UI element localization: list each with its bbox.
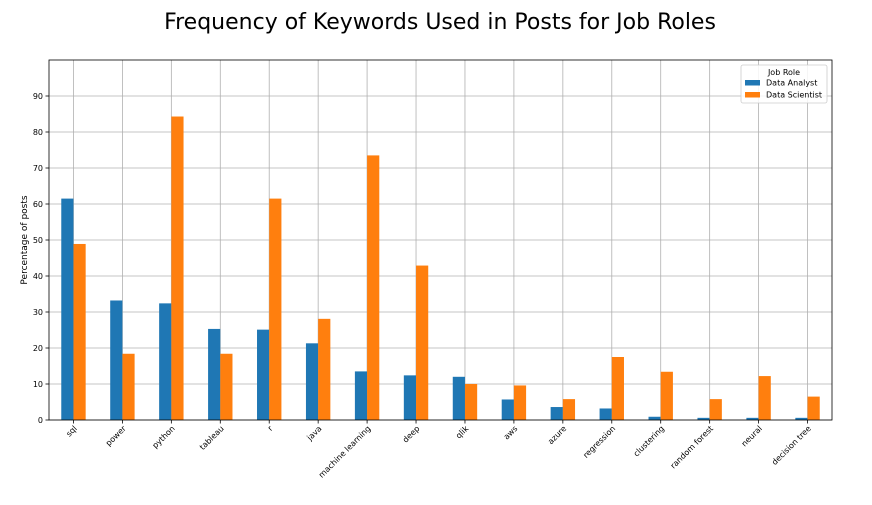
bar-data-scientist bbox=[122, 353, 135, 420]
bar-data-analyst bbox=[305, 343, 319, 420]
y-tick-label: 30 bbox=[33, 308, 43, 317]
x-tick-label: aws bbox=[502, 424, 519, 441]
y-tick-label: 60 bbox=[33, 200, 43, 209]
y-tick-label: 40 bbox=[33, 272, 43, 281]
axes-frame bbox=[48, 59, 833, 421]
y-axis-label: Percentage of posts bbox=[20, 195, 30, 284]
bar-data-scientist bbox=[709, 399, 722, 420]
bar-data-analyst bbox=[403, 375, 417, 420]
bar-data-scientist bbox=[660, 371, 673, 420]
y-tick-label: 0 bbox=[38, 416, 43, 425]
bar-data-scientist bbox=[171, 116, 184, 421]
bar-data-analyst bbox=[599, 408, 612, 420]
bar-data-analyst bbox=[648, 416, 661, 420]
legend-label: Data Analyst bbox=[766, 79, 817, 88]
x-tick-label: azure bbox=[546, 424, 568, 446]
bar-data-analyst bbox=[354, 371, 368, 420]
bar-data-analyst bbox=[159, 303, 172, 420]
legend-swatch bbox=[745, 92, 760, 98]
x-tick-label: r bbox=[266, 424, 275, 433]
bar-data-scientist bbox=[367, 155, 380, 420]
x-tick-label: clustering bbox=[632, 424, 666, 458]
bar-data-analyst bbox=[452, 376, 465, 420]
x-tick-label: regression bbox=[581, 424, 617, 460]
x-tick-label: java bbox=[305, 424, 324, 443]
bar-data-analyst bbox=[61, 198, 74, 420]
bar-data-scientist bbox=[464, 384, 478, 420]
bar-data-analyst bbox=[550, 407, 563, 420]
bar-data-scientist bbox=[513, 385, 527, 420]
bar-data-analyst bbox=[697, 417, 710, 420]
y-tick-label: 20 bbox=[33, 344, 43, 353]
y-tick-label: 90 bbox=[33, 92, 43, 101]
x-tick-label: neural bbox=[740, 424, 764, 448]
x-tick-label: deep bbox=[401, 424, 422, 445]
y-tick-label: 80 bbox=[33, 128, 43, 137]
bar-data-analyst bbox=[501, 399, 514, 420]
bar-data-scientist bbox=[611, 357, 624, 420]
y-tick-label: 70 bbox=[33, 164, 43, 173]
x-tick-label: decision tree bbox=[770, 424, 813, 467]
bar-data-analyst bbox=[795, 417, 808, 420]
bar-data-analyst bbox=[110, 300, 123, 420]
bar-data-analyst bbox=[208, 328, 221, 420]
bar-data-scientist bbox=[562, 399, 576, 420]
bar-data-scientist bbox=[416, 265, 429, 420]
bar-data-scientist bbox=[807, 396, 820, 420]
x-tick-label: python bbox=[151, 424, 177, 450]
plot-area: 0 10 20 30 40 50 60 70 80 90 sql power python tableau… bbox=[33, 59, 833, 480]
legend-title: Job Role bbox=[767, 68, 800, 77]
y-tick-label: 50 bbox=[33, 236, 43, 245]
x-tick-label: tableau bbox=[198, 424, 226, 452]
bar-data-scientist bbox=[220, 353, 233, 420]
x-tick-label: qlik bbox=[454, 424, 471, 441]
bar-data-scientist bbox=[758, 376, 771, 420]
legend-label: Data Scientist bbox=[766, 91, 822, 100]
bar-data-analyst bbox=[746, 417, 759, 420]
bar-data-scientist bbox=[269, 198, 282, 420]
chart-title: Frequency of Keywords Used in Posts for … bbox=[164, 10, 716, 35]
bar-data-analyst bbox=[257, 329, 270, 420]
x-tick-label: power bbox=[104, 424, 128, 448]
legend-box bbox=[740, 64, 828, 104]
x-tick-label: machine learning bbox=[317, 424, 373, 480]
legend-swatch bbox=[745, 80, 760, 86]
y-tick-label: 10 bbox=[33, 380, 43, 389]
x-tick-label: sql bbox=[64, 424, 78, 438]
bar-data-scientist bbox=[318, 318, 331, 420]
x-tick-label: random forest bbox=[669, 424, 715, 470]
bar-data-scientist bbox=[73, 243, 86, 420]
